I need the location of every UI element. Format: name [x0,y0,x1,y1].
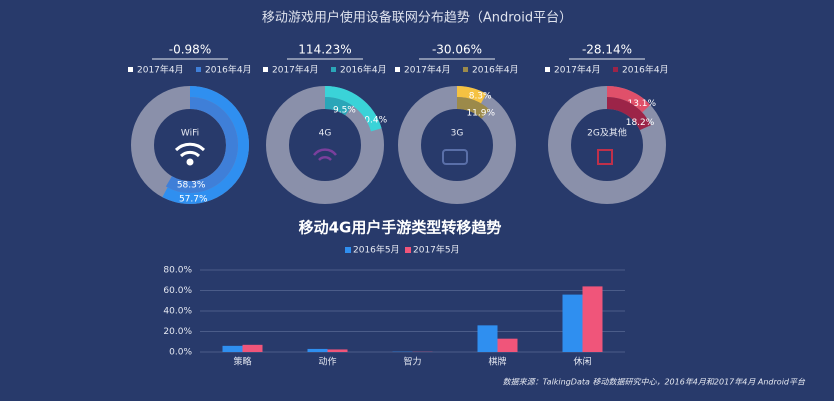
chart-title: 移动4G用户手游类型转移趋势 [299,219,502,237]
center-label: 2G及其他 [587,127,627,139]
donut-segment [398,86,516,204]
bar [327,349,348,352]
y-tick-label: 80.0% [163,266,192,276]
legend-label: 2017年4月 [137,64,184,76]
donut-segment [131,86,249,204]
change-label: -0.98% [169,43,211,57]
legend-swatch [128,67,133,72]
y-tick-label: 40.0% [163,307,192,317]
wifi-icon [174,142,206,166]
y-tick-label: 20.0% [163,327,192,337]
center-label: 3G [451,129,464,139]
value-label: 8.3% [469,92,492,102]
legend-label: 2016年4月 [340,64,387,76]
donut-segment [277,97,373,193]
value-label: 20.4% [359,116,388,126]
change-label: -28.14% [582,43,632,57]
legend-swatch [196,67,201,72]
legend-label: 2017年4月 [554,64,601,76]
bar [497,338,518,352]
legend-label: 2016年4月 [472,64,519,76]
bar [477,325,498,352]
value-label: 13.1% [627,99,656,109]
legend-label: 2016年4月 [622,64,669,76]
legend-label: 2017年5月 [413,244,460,256]
bar [222,345,243,352]
x-tick-label: 策略 [233,356,251,368]
center-label: 4G [319,129,332,139]
3g-icon [442,149,468,165]
donut-track [277,97,373,193]
donut-segment [266,86,384,204]
x-tick-label: 智力 [403,356,421,368]
legend-label: 2016年5月 [353,244,400,256]
value-label: 9.5% [333,106,356,116]
x-tick-label: 休闲 [573,356,591,368]
value-label: 57.7% [179,194,208,204]
legend-swatch [613,67,618,72]
x-tick-label: 动作 [318,356,336,368]
bar [307,348,328,352]
legend-label: 2017年4月 [404,64,451,76]
donut-segment [548,86,666,204]
value-label: 18.2% [626,118,655,128]
legend-label: 2017年4月 [272,64,319,76]
center-label: WiFi [181,129,199,139]
main-title: 移动游戏用户使用设备联网分布趋势（Android平台） [262,10,572,26]
value-label: 58.3% [177,180,206,190]
legend-swatch [345,247,351,253]
source: 数据来源：TalkingData 移动数据研究中心，2016年4月和2017年4… [503,378,806,387]
bar [582,286,603,352]
donut-segment [409,97,505,193]
x-tick-label: 棋牌 [488,356,506,368]
legend-swatch [331,67,336,72]
legend-swatch [463,67,468,72]
donut-segment [559,97,655,193]
legend-swatch [395,67,400,72]
change-label: -30.06% [432,43,482,57]
legend-swatch [263,67,268,72]
legend-label: 2016年4月 [205,64,252,76]
legend-swatch [545,67,550,72]
y-tick-label: 0.0% [169,348,192,358]
bar [562,294,583,352]
value-label: 11.9% [466,108,495,118]
bar [242,344,263,352]
4g-icon [313,148,337,161]
legend-swatch [405,247,411,253]
y-tick-label: 60.0% [163,286,192,296]
2g-icon [597,149,613,165]
change-label: 114.23% [298,43,351,57]
donut-segment [142,97,238,193]
